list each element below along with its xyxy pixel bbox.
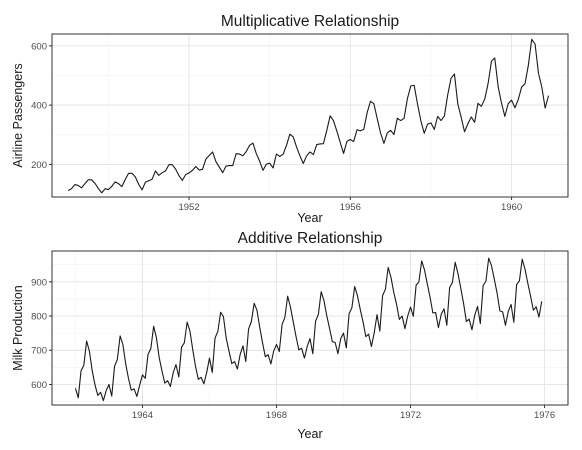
airline-y-tick-label: 200 bbox=[31, 160, 47, 171]
airline-x-tick-label: 1952 bbox=[178, 202, 199, 213]
milk-plot-background bbox=[52, 251, 568, 405]
airline-plot-background bbox=[52, 34, 568, 197]
milk-y-tick-label: 800 bbox=[31, 312, 47, 323]
milk-x-tick-label: 1972 bbox=[400, 410, 421, 421]
airline-series-line bbox=[67, 38, 550, 194]
milk-x-tick-label: 1968 bbox=[266, 410, 287, 421]
milk-y-tick-label: 700 bbox=[31, 346, 47, 357]
milk-panel-border bbox=[51, 250, 569, 406]
milk-chart-title: Additive Relationship bbox=[238, 230, 383, 247]
airline-x-tick-label: 1960 bbox=[501, 202, 522, 213]
milk-grid bbox=[52, 251, 568, 405]
airline-x-axis-label: Year bbox=[297, 211, 322, 225]
airline-chart-title: Multiplicative Relationship bbox=[221, 13, 399, 30]
milk-x-axis-label: Year bbox=[297, 427, 322, 441]
milk-x-tick-label: 1964 bbox=[132, 410, 153, 421]
milk-y-axis-label: Milk Production bbox=[11, 285, 25, 370]
airline-passengers-chart: 1952 1956 1960 200 400 600 Multiplicative Rela… bbox=[11, 13, 569, 225]
milk-y-tick-label: 600 bbox=[31, 380, 47, 391]
milk-production-chart: 1964 1968 1972 1976 600 700 800 900 Additive Rel… bbox=[11, 230, 569, 441]
airline-x-tick-label: 1956 bbox=[340, 202, 361, 213]
airline-panel-border bbox=[51, 33, 569, 198]
airline-y-tick-label: 600 bbox=[31, 41, 47, 52]
milk-x-tick-label: 1976 bbox=[534, 410, 555, 421]
airline-y-tick-label: 400 bbox=[31, 101, 47, 112]
airline-grid bbox=[52, 34, 568, 197]
milk-y-tick-label: 900 bbox=[31, 277, 47, 288]
milk-series-line bbox=[74, 257, 543, 402]
airline-y-axis-label: Airline Passengers bbox=[11, 63, 25, 167]
